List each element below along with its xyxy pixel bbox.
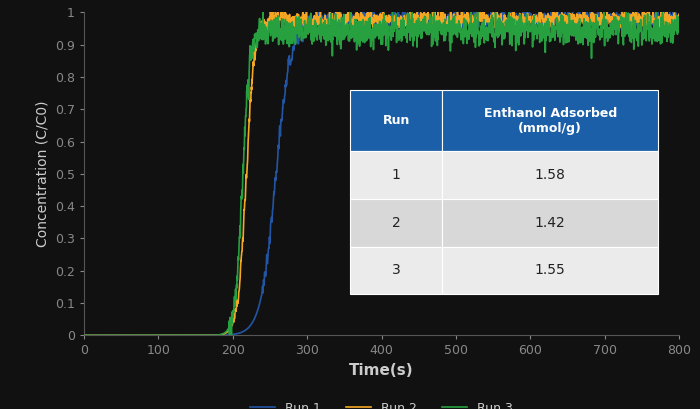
Text: Enthanol Adsorbed
(mmol/g): Enthanol Adsorbed (mmol/g) <box>484 107 617 135</box>
Bar <box>350 199 442 247</box>
Run 1 <box>664 11 672 16</box>
Text: 1.55: 1.55 <box>535 263 566 277</box>
Bar <box>442 151 658 199</box>
Line: Run 3: Run 3 <box>84 6 679 335</box>
Legend: Run 1, Run 2, Run 3: Run 1, Run 2, Run 3 <box>245 397 518 409</box>
X-axis label: Time(s): Time(s) <box>349 363 414 378</box>
Run 2 <box>599 26 608 31</box>
Run 2 <box>183 333 191 338</box>
Run 1 <box>183 333 191 338</box>
Run 3 <box>675 26 683 31</box>
Run 3 <box>652 3 660 8</box>
Run 2 <box>629 4 638 9</box>
Bar <box>442 199 658 247</box>
Run 3 <box>308 35 316 40</box>
Bar <box>350 151 442 199</box>
Bar <box>350 90 442 151</box>
Run 3 <box>148 333 156 338</box>
Text: 2: 2 <box>392 216 400 230</box>
Text: 1.58: 1.58 <box>535 168 566 182</box>
Run 2 <box>675 12 683 17</box>
Run 2 <box>308 23 316 28</box>
Text: Run: Run <box>382 114 410 127</box>
Run 3 <box>664 23 672 28</box>
Run 3 <box>599 18 608 23</box>
Run 2 <box>148 333 156 338</box>
Text: 3: 3 <box>392 263 400 277</box>
Run 2 <box>80 333 88 338</box>
Bar <box>350 247 442 294</box>
Run 1 <box>675 18 683 23</box>
Text: 1.42: 1.42 <box>535 216 566 230</box>
Bar <box>442 247 658 294</box>
Y-axis label: Concentration (C/C0): Concentration (C/C0) <box>36 101 50 247</box>
Run 1 <box>363 4 372 9</box>
Run 1 <box>599 17 608 22</box>
Run 1 <box>308 18 316 23</box>
Run 1 <box>148 333 156 338</box>
Run 3 <box>228 333 236 338</box>
Run 2 <box>334 9 342 14</box>
Run 3 <box>183 333 191 338</box>
Bar <box>442 90 658 151</box>
Text: 1: 1 <box>392 168 400 182</box>
Line: Run 1: Run 1 <box>84 7 679 335</box>
Line: Run 2: Run 2 <box>84 7 679 335</box>
Run 1 <box>80 333 88 338</box>
Run 3 <box>334 36 342 41</box>
Run 3 <box>80 333 88 338</box>
Run 1 <box>334 11 342 16</box>
Run 2 <box>664 21 672 26</box>
